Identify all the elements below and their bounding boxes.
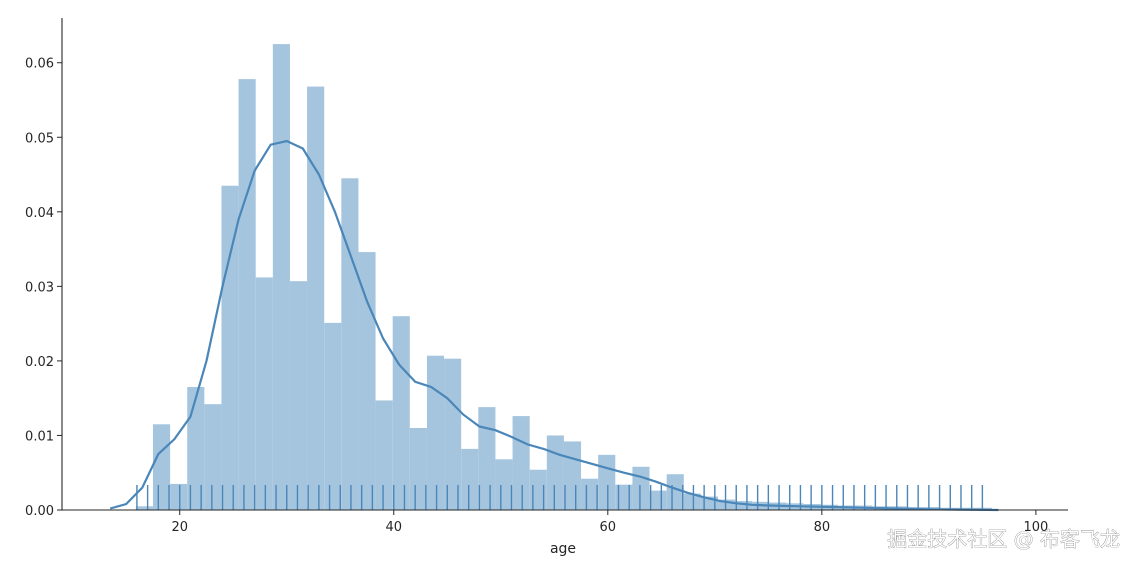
- histogram-bar: [632, 466, 650, 510]
- histogram-bar: [598, 454, 616, 510]
- histogram-bar: [324, 322, 342, 510]
- histogram-bar: [187, 387, 205, 510]
- histogram-bar: [683, 493, 701, 510]
- histogram-bar: [255, 277, 273, 510]
- x-tick-label: 100: [1023, 520, 1048, 535]
- histogram-bar: [563, 441, 582, 510]
- x-axis-label: age: [550, 541, 576, 557]
- histogram-bar: [718, 499, 736, 510]
- y-tick-label: 0.04: [25, 206, 54, 221]
- histogram-bar: [238, 79, 256, 511]
- histogram-bar: [341, 178, 359, 511]
- histogram-bar: [204, 404, 222, 510]
- x-tick-label: 20: [171, 520, 188, 535]
- histogram-bar: [615, 484, 633, 510]
- x-tick-label: 60: [600, 520, 617, 535]
- histogram-bar: [666, 474, 684, 510]
- histogram-bar: [735, 501, 753, 510]
- histogram-bar: [649, 490, 667, 510]
- histogram-bar: [289, 281, 308, 510]
- histogram-bar: [375, 400, 393, 510]
- histogram-bar: [461, 448, 479, 510]
- rug-marks: [136, 485, 984, 510]
- y-tick-label: 0.02: [25, 355, 54, 370]
- histogram-bar: [546, 435, 564, 510]
- histogram-bar: [426, 355, 445, 510]
- y-tick-label: 0.05: [25, 131, 54, 146]
- histogram-bar: [409, 428, 427, 510]
- x-axis-ticks: 20 40 60 80 100: [171, 510, 1048, 535]
- histogram-bar: [478, 407, 496, 510]
- histogram-bar: [170, 483, 188, 510]
- histogram-bar: [272, 44, 290, 510]
- watermark-text: 掘金技术社区 @ 布客飞龙: [887, 527, 1120, 551]
- histogram-bar: [358, 252, 376, 510]
- y-tick-label: 0.06: [25, 57, 54, 72]
- histogram-bar: [512, 416, 530, 510]
- histogram-bars: [135, 44, 993, 511]
- histogram-bar: [495, 459, 513, 510]
- x-tick-label: 40: [385, 520, 402, 535]
- histogram-bar: [221, 185, 239, 510]
- histogram-bar: [392, 316, 410, 510]
- y-tick-label: 0.03: [25, 280, 54, 295]
- histogram-bar: [152, 424, 171, 510]
- histogram-bar: [135, 506, 153, 510]
- histogram-bar: [307, 86, 325, 510]
- kde-curve: [109, 139, 999, 512]
- y-tick-label: 0.01: [25, 429, 54, 444]
- histogram-bar: [444, 358, 462, 510]
- histogram-bar: [529, 469, 547, 510]
- histogram-bar: [581, 478, 599, 510]
- y-axis-ticks: 0.00 0.01 0.02 0.03 0.04 0.05 0.06: [25, 57, 62, 519]
- x-tick-label: 80: [814, 520, 831, 535]
- y-tick-label: 0.00: [25, 504, 54, 519]
